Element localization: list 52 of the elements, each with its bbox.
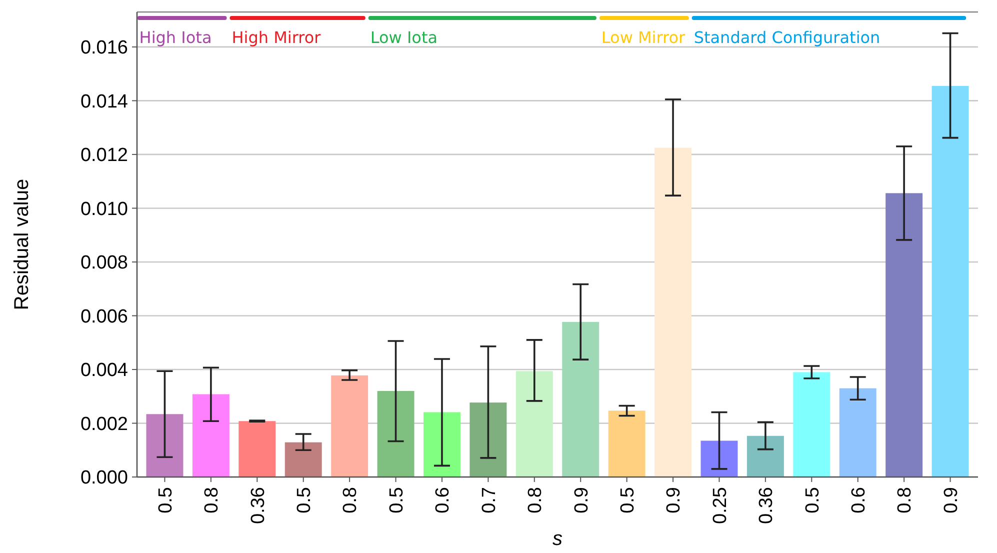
bar: [238, 421, 276, 477]
bar: [654, 148, 692, 477]
annotation: High Mirror: [232, 28, 322, 47]
bar: [562, 322, 600, 477]
x-tick-label: 0.9: [571, 487, 592, 514]
x-tick-label: 0.9: [940, 487, 962, 514]
x-tick-label: 0.5: [802, 487, 824, 514]
y-tick-label: 0.000: [80, 468, 128, 489]
bar: [284, 442, 322, 477]
x-tick-label: 0.8: [202, 487, 223, 514]
bar: [146, 414, 184, 477]
x-tick-label: 0.5: [155, 487, 176, 514]
x-tick-label: 0.25: [710, 487, 731, 524]
y-tick-label: 0.012: [80, 145, 128, 166]
bar: [377, 390, 414, 477]
y-tick-label: 0.010: [80, 198, 128, 220]
bar: [886, 193, 923, 477]
bar: [608, 410, 646, 477]
x-axis-title: s: [552, 528, 562, 550]
y-tick-label: 0.004: [80, 360, 128, 382]
bar: [192, 394, 230, 477]
y-tick-label: 0.008: [80, 252, 128, 274]
bar: [746, 436, 784, 477]
x-tick-label: 0.8: [525, 487, 546, 514]
x-tick-label: 0.36: [756, 487, 778, 524]
bar: [793, 372, 830, 477]
bar: [423, 412, 460, 477]
annotation: Standard Configuration: [694, 28, 880, 47]
bar: [331, 375, 368, 477]
x-tick-label: 0.36: [248, 487, 269, 524]
bar: [932, 86, 969, 477]
annotation: Low Iota: [370, 28, 438, 47]
x-tick-label: 0.8: [340, 487, 362, 514]
x-tick-label: 0.9: [664, 487, 685, 514]
x-tick-label: 0.5: [386, 487, 408, 514]
bar: [700, 440, 738, 477]
annotation: Low Mirror: [601, 28, 686, 47]
y-tick-label: 0.002: [80, 414, 128, 435]
y-tick-label: 0.006: [80, 306, 128, 328]
y-axis-title: Residual value: [11, 178, 33, 310]
x-tick-label: 0.7: [478, 487, 500, 514]
y-tick-label: 0.016: [80, 38, 128, 59]
x-tick-label: 0.5: [617, 487, 638, 514]
bar: [516, 371, 553, 477]
bar: [839, 388, 876, 477]
x-tick-label: 0.6: [848, 487, 870, 514]
x-tick-label: 0.5: [294, 487, 315, 514]
annotation: High Iota: [139, 28, 212, 47]
x-tick-label: 0.8: [894, 487, 916, 514]
bar: [470, 402, 507, 477]
x-tick-label: 0.6: [432, 487, 454, 514]
y-tick-label: 0.014: [80, 91, 128, 112]
